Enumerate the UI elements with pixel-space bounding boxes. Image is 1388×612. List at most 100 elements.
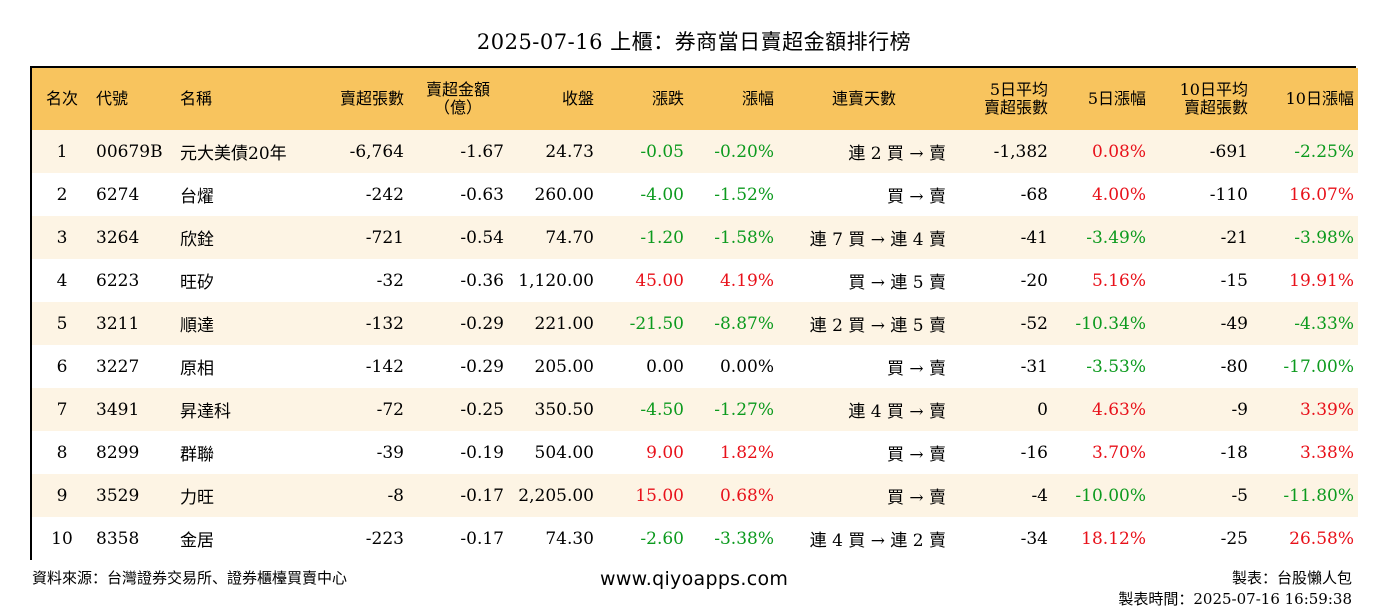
cell-change-pct: 0.00% <box>719 356 774 377</box>
cell-name: 力旺 <box>180 488 214 508</box>
cell-rank: 3 <box>56 227 68 248</box>
cell-sell-lots: -242 <box>365 184 404 205</box>
cell-close: 260.00 <box>534 184 594 205</box>
cell-change: -4.00 <box>640 184 684 205</box>
cell-code: 3264 <box>96 227 140 248</box>
cell-close: 74.70 <box>545 227 594 248</box>
cell-avg5: -68 <box>1020 184 1048 205</box>
table-row: 1 00679B 元大美債20年 -6,764 -1.67 24.73 -0.05 -0.20… <box>32 130 1358 173</box>
cell-change-pct: -1.27% <box>714 399 774 420</box>
cell-rank: 8 <box>56 442 68 463</box>
cell-sell-lots: -142 <box>365 356 404 377</box>
cell-name: 原相 <box>180 359 214 379</box>
cell-pct5: 4.63% <box>1091 399 1146 420</box>
table-row: 3 3264 欣銓 -721 -0.54 74.70 -1.20 -1.58% 連 7 買 → … <box>32 216 1358 259</box>
cell-change-pct: -3.38% <box>714 528 774 549</box>
cell-sell-lots: -8 <box>387 485 404 506</box>
cell-sell-amount: -0.63 <box>460 184 504 205</box>
cell-close: 350.50 <box>534 399 594 420</box>
cell-streak: 連 2 買 → 賣 <box>848 144 946 164</box>
cell-change-pct: 4.19% <box>719 270 774 291</box>
cell-pct10: 3.38% <box>1299 442 1354 463</box>
header-sell-amount: 賣超金額 （億） <box>425 80 490 117</box>
cell-pct5: 18.12% <box>1081 528 1146 549</box>
header-streak: 連賣天數 <box>831 89 896 108</box>
cell-code: 3211 <box>96 313 140 334</box>
header-change: 漲跌 <box>651 89 684 108</box>
cell-pct10: 26.58% <box>1289 528 1354 549</box>
cell-streak: 買 → 賣 <box>886 445 946 465</box>
cell-avg5: -41 <box>1020 227 1048 248</box>
cell-sell-amount: -0.36 <box>460 270 504 291</box>
cell-close: 1,120.00 <box>518 270 594 291</box>
ranking-table-container: 名次 代號 名稱 賣超張數 賣超金額 （億） 收盤 漲跌 漲幅 連賣天數 5日平均… <box>30 66 1358 560</box>
header-avg10: 10日平均 賣超張數 <box>1179 80 1248 117</box>
cell-rank: 4 <box>56 270 68 291</box>
cell-sell-lots: -223 <box>365 528 404 549</box>
cell-streak: 買 → 賣 <box>886 488 946 508</box>
cell-change-pct: -1.52% <box>714 184 774 205</box>
cell-change: 45.00 <box>635 270 684 291</box>
cell-name: 群聯 <box>180 445 214 465</box>
cell-streak: 連 7 買 → 連 4 賣 <box>809 230 946 250</box>
cell-code: 00679B <box>96 141 163 162</box>
table-row: 4 6223 旺矽 -32 -0.36 1,120.00 45.00 4.19% 買 → 連 5… <box>32 259 1358 302</box>
cell-close: 504.00 <box>534 442 594 463</box>
cell-code: 6274 <box>96 184 140 205</box>
cell-sell-amount: -0.29 <box>460 356 504 377</box>
cell-rank: 6 <box>56 356 68 377</box>
cell-avg5: -16 <box>1020 442 1048 463</box>
cell-code: 3491 <box>96 399 140 420</box>
header-code: 代號 <box>96 89 129 108</box>
table-row: 2 6274 台燿 -242 -0.63 260.00 -4.00 -1.52% 買 → 賣 -6… <box>32 173 1358 216</box>
cell-change-pct: 0.68% <box>719 485 774 506</box>
header-change-pct: 漲幅 <box>741 89 774 108</box>
cell-pct5: 3.70% <box>1091 442 1146 463</box>
cell-avg5: -20 <box>1020 270 1048 291</box>
cell-streak: 連 2 買 → 連 5 賣 <box>809 316 946 336</box>
table-row: 10 8358 金居 -223 -0.17 74.30 -2.60 -3.38% 連 4 買 →… <box>32 517 1358 560</box>
cell-change: -1.20 <box>640 227 684 248</box>
cell-code: 3529 <box>96 485 140 506</box>
cell-change: -0.05 <box>640 141 684 162</box>
cell-avg10: -49 <box>1220 313 1248 334</box>
cell-change-pct: -8.87% <box>714 313 774 334</box>
cell-change-pct: 1.82% <box>719 442 774 463</box>
table-time: 製表時間：2025-07-16 16:59:38 <box>1118 590 1352 608</box>
cell-avg10: -21 <box>1220 227 1248 248</box>
cell-rank: 7 <box>56 399 68 420</box>
cell-pct10: 3.39% <box>1299 399 1354 420</box>
cell-pct10: 16.07% <box>1289 184 1354 205</box>
cell-sell-amount: -0.54 <box>460 227 504 248</box>
header-pct10: 10日漲幅 <box>1285 89 1354 108</box>
cell-pct10: -11.80% <box>1283 485 1354 506</box>
cell-pct5: -10.00% <box>1075 485 1146 506</box>
cell-close: 2,205.00 <box>518 485 594 506</box>
cell-close: 221.00 <box>534 313 594 334</box>
cell-change-pct: -0.20% <box>714 141 774 162</box>
cell-rank: 9 <box>56 485 68 506</box>
cell-code: 8299 <box>96 442 140 463</box>
page-title: 2025-07-16 上櫃：券商當日賣超金額排行榜 <box>476 30 912 54</box>
cell-avg10: -9 <box>1231 399 1248 420</box>
cell-avg5: -34 <box>1020 528 1048 549</box>
cell-avg10: -80 <box>1220 356 1248 377</box>
cell-rank: 10 <box>51 528 73 549</box>
data-source: 資料來源：台灣證券交易所、證券櫃檯買賣中心 <box>32 569 348 587</box>
cell-sell-amount: -0.29 <box>460 313 504 334</box>
cell-name: 昇達科 <box>180 402 231 422</box>
cell-sell-amount: -1.67 <box>460 141 504 162</box>
cell-code: 3227 <box>96 356 140 377</box>
cell-sell-lots: -32 <box>376 270 404 291</box>
website-link[interactable]: www.qiyoapps.com <box>600 568 789 590</box>
cell-close: 74.30 <box>545 528 594 549</box>
table-row: 8 8299 群聯 -39 -0.19 504.00 9.00 1.82% 買 → 賣 -16 3.… <box>32 431 1358 474</box>
cell-pct5: -3.53% <box>1086 356 1146 377</box>
cell-avg10: -691 <box>1209 141 1248 162</box>
cell-pct10: 19.91% <box>1289 270 1354 291</box>
cell-streak: 連 4 買 → 賣 <box>848 402 946 422</box>
cell-name: 金居 <box>180 531 214 551</box>
cell-code: 6223 <box>96 270 140 291</box>
cell-avg5: -31 <box>1020 356 1048 377</box>
cell-rank: 1 <box>56 141 68 162</box>
